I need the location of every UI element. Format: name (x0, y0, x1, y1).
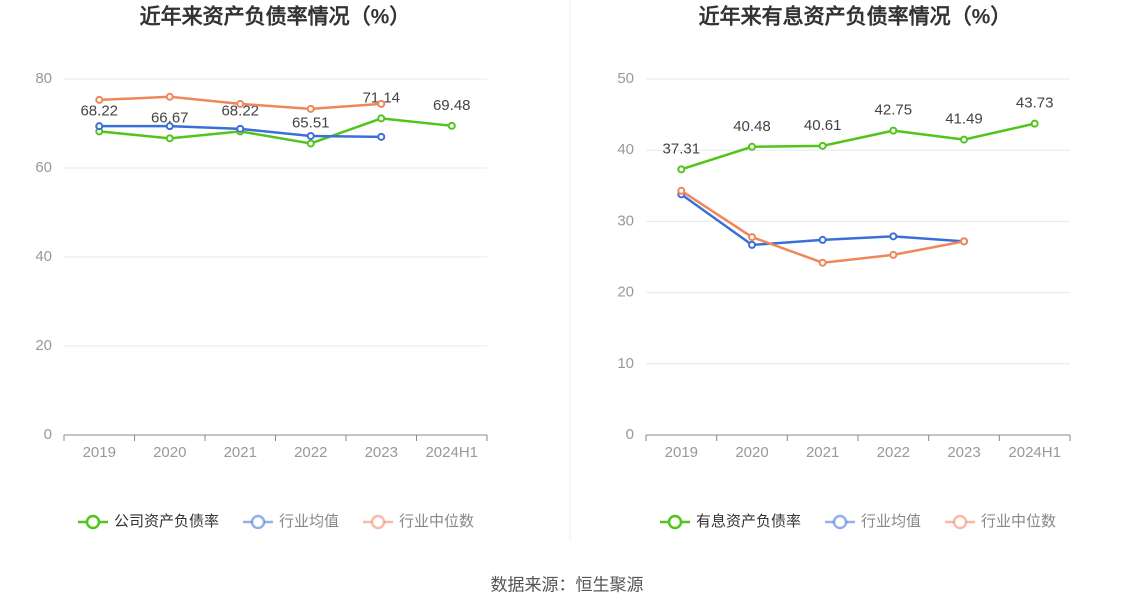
data-point (748, 142, 756, 151)
data-label: 68.22 (221, 102, 259, 119)
data-point (165, 134, 174, 143)
data-label: 41.49 (945, 111, 983, 128)
data-point (677, 186, 686, 195)
data-point (889, 232, 898, 241)
legend-marker (832, 514, 848, 530)
data-label: 37.31 (663, 140, 701, 157)
data-point (95, 95, 104, 104)
data-point (677, 165, 686, 174)
data-point (306, 139, 315, 148)
data-point (960, 135, 968, 144)
x-tick-label: 2019 (83, 444, 116, 461)
data-label: 65.51 (292, 114, 330, 131)
legend-label: 行业均值 (279, 513, 339, 530)
data-label: 71.14 (362, 89, 400, 106)
data-point (165, 92, 174, 101)
x-tick-label: 2024H1 (1008, 444, 1061, 461)
data-label: 42.75 (875, 102, 913, 119)
data-point (236, 124, 245, 133)
legend-label: 有息资产负债率 (696, 513, 801, 530)
legend-marker (952, 514, 968, 530)
data-point (165, 122, 174, 131)
data-point (748, 233, 756, 242)
data-point (377, 99, 386, 108)
y-tick-label: 30 (617, 212, 634, 229)
y-tick-label: 10 (617, 355, 634, 372)
data-point (236, 99, 245, 108)
source-note: 数据来源：恒生聚源 (491, 575, 644, 594)
data-point (748, 240, 756, 249)
series-line (99, 117, 452, 145)
y-tick-label: 0 (44, 426, 52, 443)
legend-label: 公司资产负债率 (114, 513, 219, 530)
data-label: 43.73 (1016, 95, 1054, 112)
data-point (306, 131, 315, 140)
chart-title: 近年来有息资产负债率情况（%） (699, 5, 1012, 29)
data-label: 40.61 (804, 117, 842, 134)
y-tick-label: 40 (617, 141, 634, 158)
data-point (447, 121, 456, 130)
data-point (889, 250, 898, 259)
chart-title: 近年来资产负债率情况（%） (140, 5, 411, 29)
series-line (680, 189, 965, 264)
data-label: 69.48 (433, 97, 471, 114)
data-point (377, 114, 386, 123)
y-tick-label: 0 (626, 426, 634, 443)
x-tick-label: 2021 (806, 444, 839, 461)
legend-marker (370, 514, 386, 530)
y-tick-label: 80 (35, 70, 52, 87)
legend-marker (85, 514, 101, 530)
x-tick-label: 2023 (947, 444, 980, 461)
legend-marker (667, 514, 683, 530)
x-tick-label: 2019 (665, 444, 698, 461)
data-label: 40.48 (733, 118, 771, 135)
data-point (306, 104, 315, 113)
data-label: 68.22 (80, 102, 118, 119)
data-point (960, 237, 968, 246)
data-point (377, 132, 386, 141)
data-point (818, 141, 827, 150)
y-tick-label: 50 (617, 70, 634, 87)
data-point (818, 235, 827, 244)
legend-label: 行业中位数 (981, 513, 1056, 530)
x-tick-label: 2023 (365, 444, 398, 461)
x-tick-label: 2024H1 (425, 444, 478, 461)
y-tick-label: 60 (35, 159, 52, 176)
x-tick-label: 2022 (877, 444, 910, 461)
legend-label: 行业均值 (861, 513, 921, 530)
data-point (95, 122, 104, 131)
legend-label: 行业中位数 (399, 513, 474, 530)
data-label: 66.67 (151, 109, 189, 126)
data-point (1030, 119, 1039, 128)
x-tick-label: 2022 (294, 444, 327, 461)
y-tick-label: 40 (35, 248, 52, 265)
data-point (889, 126, 898, 135)
legend-marker (250, 514, 266, 530)
x-tick-label: 2020 (153, 444, 186, 461)
series-line (680, 122, 1035, 171)
y-tick-label: 20 (617, 284, 634, 301)
x-tick-label: 2020 (735, 444, 768, 461)
data-point (818, 258, 827, 267)
x-tick-label: 2021 (224, 444, 257, 461)
y-tick-label: 20 (35, 337, 52, 354)
